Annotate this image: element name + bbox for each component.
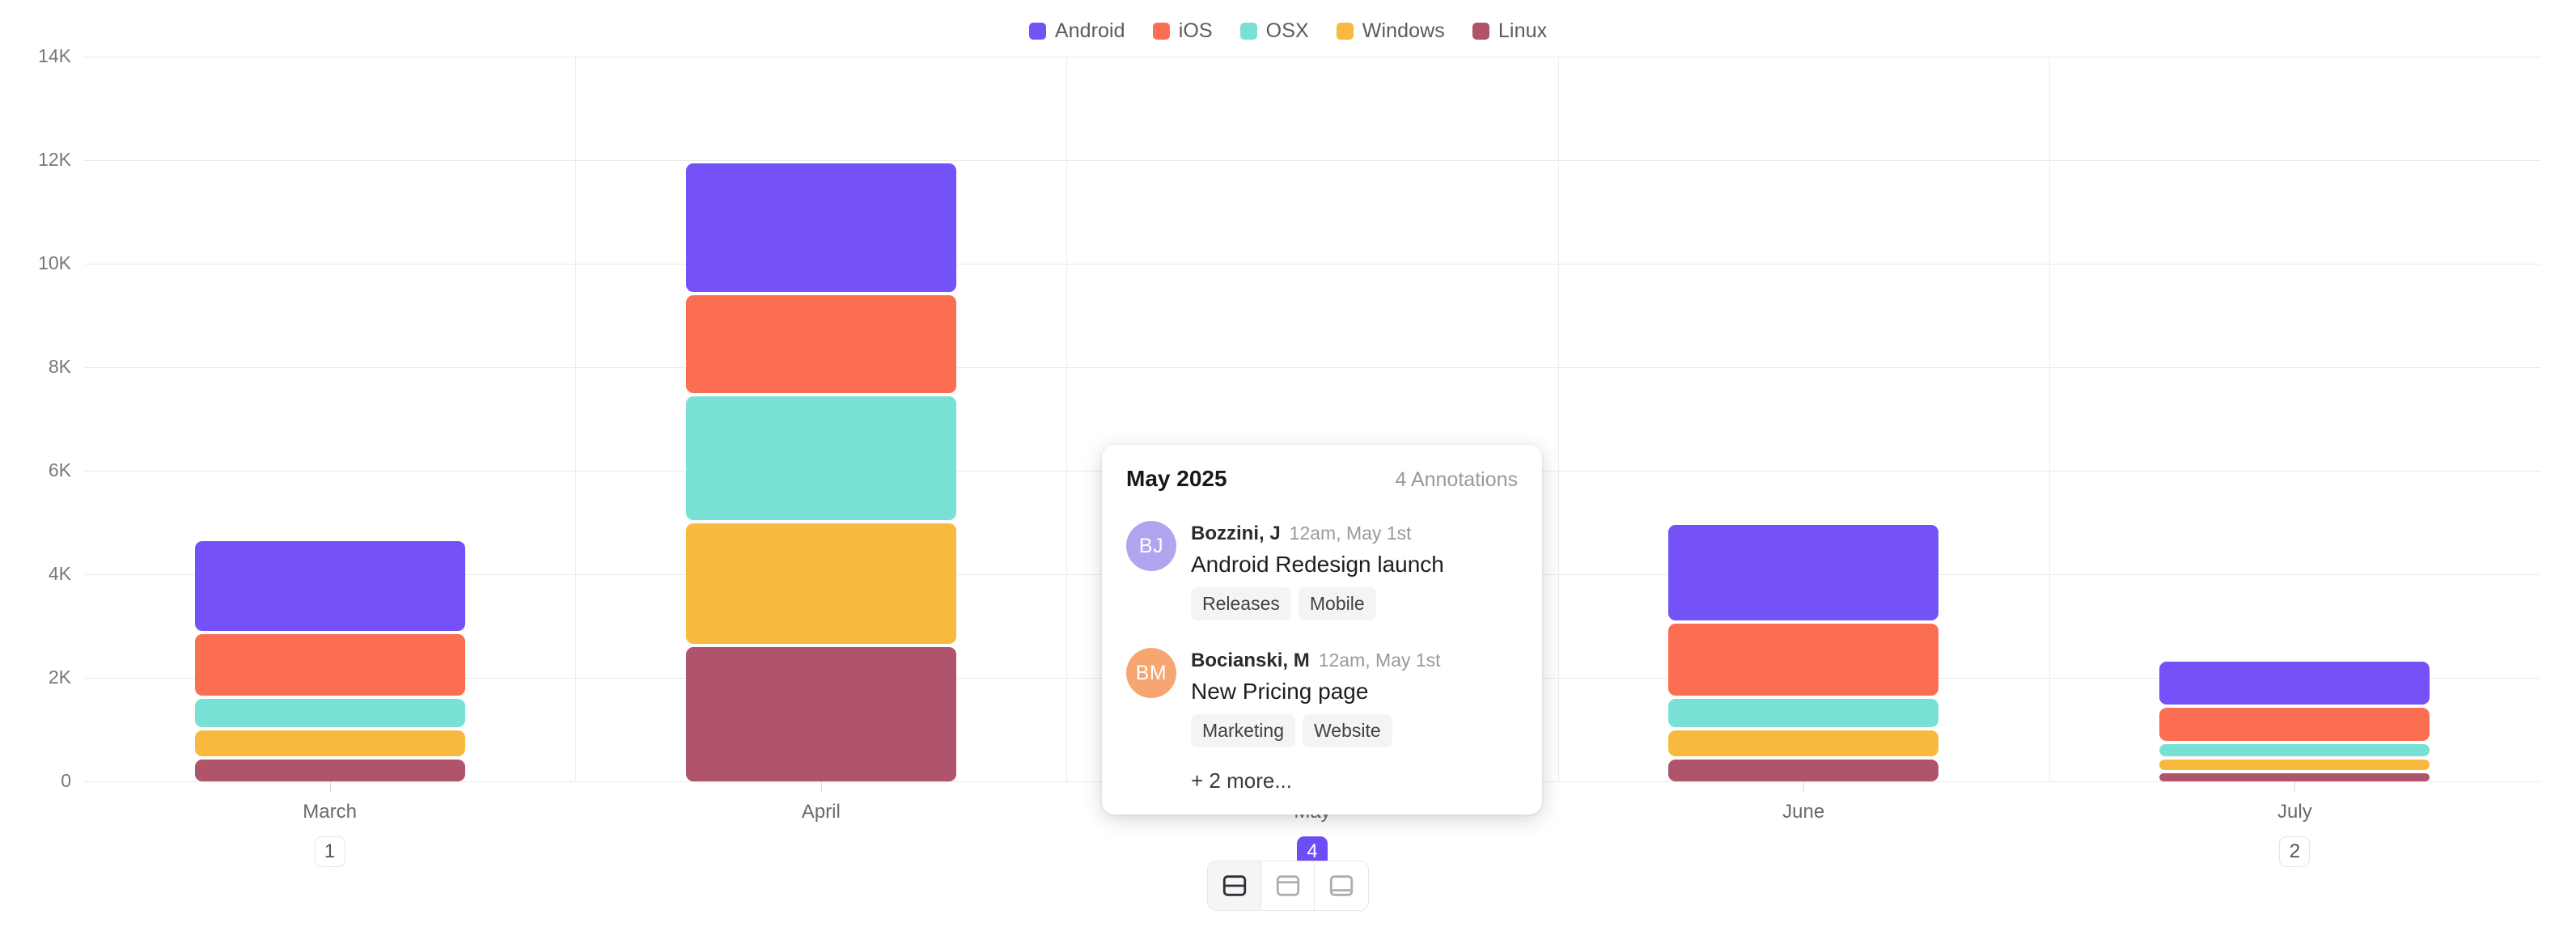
bar-segment-android[interactable] — [194, 540, 465, 631]
legend-item-android[interactable]: Android — [1028, 19, 1125, 43]
legend-item-label: OSX — [1265, 19, 1309, 42]
layout-top-pane-button[interactable] — [1261, 861, 1315, 910]
legend-item-label: Linux — [1498, 19, 1548, 42]
annotation-tag[interactable]: Website — [1302, 714, 1392, 747]
legend-item-label: iOS — [1178, 19, 1213, 42]
bar-segment-osx[interactable] — [2159, 744, 2430, 757]
gridline-horizontal — [84, 367, 2540, 368]
annotation-count-badge-march[interactable]: 1 — [314, 836, 345, 867]
legend-item-label: Android — [1054, 19, 1125, 42]
legend-item-osx[interactable]: OSX — [1239, 19, 1309, 43]
gridline-horizontal — [84, 160, 2540, 161]
annotation-tag[interactable]: Releases — [1191, 587, 1291, 620]
bar-segment-windows[interactable] — [685, 523, 956, 645]
bar-group-june[interactable] — [1668, 57, 1939, 781]
popover-title: May 2025 — [1126, 466, 1227, 491]
x-axis-tick-label: July — [2277, 801, 2312, 823]
legend-item-label: Windows — [1362, 19, 1445, 42]
legend-swatch-icon — [1152, 22, 1170, 40]
annotation-tags: Releases Mobile — [1191, 587, 1518, 620]
gridline-vertical — [1557, 57, 1559, 781]
annotation-popover[interactable]: May 2025 4 Annotations BJ Bozzini, J 12am,… — [1102, 445, 1542, 815]
x-axis-tick-label: March — [303, 801, 357, 823]
x-axis-tick-label: June — [1782, 801, 1825, 823]
legend-item-windows[interactable]: Windows — [1336, 19, 1445, 43]
bar-segment-linux[interactable] — [2159, 772, 2430, 781]
annotation-meta: Bocianski, M 12am, May 1st — [1191, 650, 1518, 672]
annotation-count-badge-july[interactable]: 2 — [2279, 836, 2311, 867]
bar-segment-osx[interactable] — [194, 698, 465, 728]
annotation-tag[interactable]: Mobile — [1298, 587, 1376, 620]
x-axis-tick-label: April — [801, 801, 841, 823]
bar-segment-ios[interactable] — [685, 295, 956, 393]
legend-swatch-icon — [1028, 22, 1046, 40]
bar-segment-android[interactable] — [2159, 661, 2430, 705]
y-axis-tick-label: 12K — [38, 149, 71, 170]
show-more-annotations-link[interactable]: + 2 more... — [1191, 768, 1292, 793]
x-axis-tick-mark — [1803, 781, 1805, 793]
annotation-body: Bocianski, M 12am, May 1st New Pricing pag… — [1191, 648, 1518, 747]
annotation-author: Bocianski, M — [1191, 650, 1310, 671]
bar-group-march[interactable] — [194, 57, 465, 781]
y-axis-tick-label: 6K — [48, 459, 71, 480]
gridline-vertical — [575, 57, 577, 781]
x-axis-tick-mark — [2294, 781, 2296, 793]
bar-segment-ios[interactable] — [194, 633, 465, 696]
bar-segment-linux[interactable] — [685, 647, 956, 781]
gridline-vertical — [2049, 57, 2050, 781]
bar-segment-android[interactable] — [685, 163, 956, 293]
layout-top-pane-icon — [1274, 872, 1302, 899]
layout-bottom-pane-button[interactable] — [1315, 861, 1368, 910]
layout-bottom-pane-icon — [1328, 872, 1355, 899]
x-axis-tick-mark — [329, 781, 331, 793]
bar-segment-android[interactable] — [1668, 525, 1939, 620]
annotation-author: Bozzini, J — [1191, 523, 1281, 544]
annotation-item[interactable]: BM Bocianski, M 12am, May 1st New Pricing p… — [1126, 648, 1518, 747]
bar-segment-windows[interactable] — [194, 730, 465, 757]
legend-item-ios[interactable]: iOS — [1152, 19, 1213, 43]
bar-segment-linux[interactable] — [194, 760, 465, 781]
annotation-timestamp: 12am, May 1st — [1318, 650, 1441, 671]
annotation-item[interactable]: BJ Bozzini, J 12am, May 1st Android Redesig… — [1126, 521, 1518, 620]
bar-segment-windows[interactable] — [2159, 760, 2430, 770]
annotation-tags: Marketing Website — [1191, 714, 1518, 747]
y-axis-tick-label: 14K — [38, 45, 71, 66]
y-axis-tick-label: 10K — [38, 252, 71, 273]
gridline-vertical — [1066, 57, 1068, 781]
chart-legend: Android iOS OSX Windows Linux — [0, 16, 2576, 45]
gridline-horizontal — [84, 264, 2540, 265]
legend-swatch-icon — [1336, 22, 1354, 40]
annotation-list: BJ Bozzini, J 12am, May 1st Android Redesig… — [1126, 521, 1518, 747]
annotation-tag[interactable]: Marketing — [1191, 714, 1295, 747]
bar-segment-ios[interactable] — [1668, 623, 1939, 696]
annotation-timestamp: 12am, May 1st — [1289, 523, 1412, 544]
legend-swatch-icon — [1472, 22, 1489, 40]
y-axis-tick-label: 8K — [48, 356, 71, 377]
popover-annotation-count: 4 Annotations — [1395, 468, 1518, 491]
bar-segment-windows[interactable] — [1668, 730, 1939, 757]
bar-segment-osx[interactable] — [1668, 698, 1939, 728]
bar-group-april[interactable] — [685, 57, 956, 781]
layout-split-horizontal-button[interactable] — [1208, 861, 1261, 910]
y-axis-tick-label: 0 — [61, 770, 71, 791]
annotation-body: Bozzini, J 12am, May 1st Android Redesign … — [1191, 521, 1518, 620]
avatar: BJ — [1126, 521, 1176, 571]
annotation-meta: Bozzini, J 12am, May 1st — [1191, 523, 1518, 545]
layout-toggle-toolbar[interactable] — [1207, 861, 1369, 911]
bar-group-july[interactable] — [2159, 57, 2430, 781]
popover-header: May 2025 4 Annotations — [1126, 466, 1518, 492]
y-axis-tick-label: 4K — [48, 563, 71, 584]
bar-segment-osx[interactable] — [685, 396, 956, 520]
bar-segment-linux[interactable] — [1668, 760, 1939, 781]
annotation-text: New Pricing page — [1191, 679, 1369, 704]
x-axis-tick-mark — [820, 781, 822, 793]
annotation-text: Android Redesign launch — [1191, 552, 1444, 577]
legend-item-linux[interactable]: Linux — [1472, 19, 1547, 43]
legend-swatch-icon — [1239, 22, 1257, 40]
avatar: BM — [1126, 648, 1176, 698]
layout-split-horizontal-icon — [1221, 872, 1248, 899]
y-axis-tick-label: 2K — [48, 667, 71, 688]
bar-segment-ios[interactable] — [2159, 708, 2430, 742]
